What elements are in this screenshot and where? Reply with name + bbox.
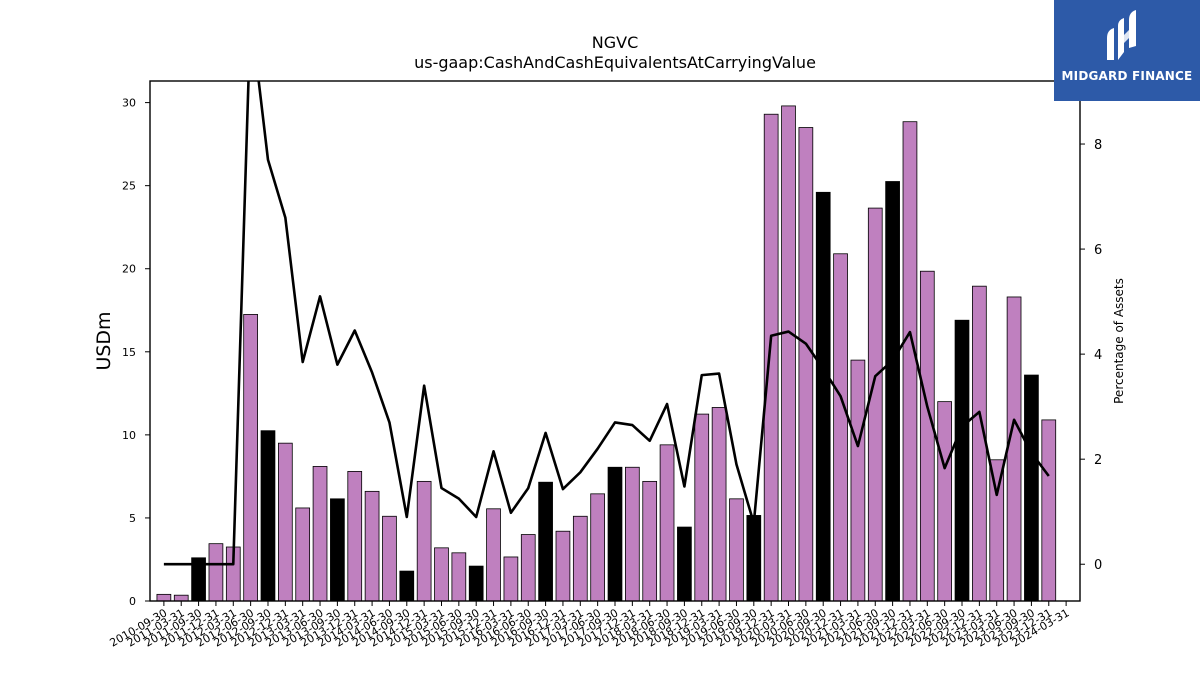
chart-subtitle: us-gaap:CashAndCashEquivalentsAtCarrying… (414, 53, 816, 72)
bar (364, 490, 380, 602)
bar (833, 253, 848, 602)
bar (295, 507, 311, 602)
bar (572, 515, 588, 602)
midgard-logo-icon (1107, 10, 1136, 60)
brand-logo: MIDGARD FINANCE (1054, 0, 1200, 101)
bar (277, 442, 293, 602)
bar (555, 530, 571, 602)
y-tick-label: 10 (122, 429, 136, 442)
y-tick-label: 20 (122, 263, 136, 276)
bar (694, 413, 710, 602)
bar (989, 459, 1005, 602)
y2-tick-label: 6 (1094, 243, 1102, 258)
bar (486, 508, 501, 602)
bar (659, 444, 675, 602)
bar (312, 466, 328, 602)
chart-title: NGVC (592, 33, 638, 52)
y-tick-label: 25 (122, 180, 136, 193)
bar (1006, 296, 1022, 602)
bar (867, 207, 883, 602)
bar (347, 471, 363, 602)
y2-tick-label: 8 (1094, 138, 1102, 153)
bar (815, 191, 831, 602)
y2-axis-label: Percentage of Assets (1112, 278, 1126, 404)
logo-text: MIDGARD FINANCE (1061, 69, 1193, 83)
bar (1024, 374, 1039, 602)
bar (399, 570, 415, 602)
bar (173, 594, 189, 602)
bar (885, 181, 900, 602)
bar (208, 543, 224, 602)
bar (1041, 419, 1057, 602)
bar (919, 270, 935, 602)
pct-of-assets-line (163, 81, 1050, 566)
bar (156, 593, 172, 602)
bar (538, 481, 553, 602)
y-tick-label: 0 (129, 595, 136, 608)
bar (729, 498, 744, 602)
bar (434, 547, 449, 602)
bar (330, 498, 345, 602)
bar (798, 127, 814, 602)
bar (937, 401, 952, 602)
bar (503, 556, 519, 602)
bar (763, 113, 779, 602)
bar (382, 515, 397, 602)
bar (850, 359, 866, 602)
bar (711, 407, 727, 602)
bar (781, 105, 796, 602)
bar (642, 480, 658, 602)
y2-tick-label: 4 (1094, 348, 1102, 363)
y-tick-label: 30 (122, 97, 136, 110)
bar (972, 285, 987, 602)
bar (416, 480, 432, 602)
bar (260, 430, 276, 602)
y-tick-label: 5 (129, 512, 136, 525)
bar (451, 552, 467, 602)
y2-tick-label: 2 (1094, 453, 1102, 468)
y-axis-label: USDm (93, 311, 115, 370)
bar (607, 466, 623, 602)
bar (243, 314, 258, 602)
bar (677, 526, 692, 602)
bar (590, 493, 605, 602)
bar (746, 515, 762, 602)
bar (902, 121, 918, 602)
bar (625, 466, 640, 602)
y-tick-label: 15 (122, 346, 136, 359)
y2-tick-label: 0 (1094, 558, 1102, 573)
bar (954, 319, 970, 602)
bar (520, 534, 536, 602)
bar (468, 565, 484, 602)
